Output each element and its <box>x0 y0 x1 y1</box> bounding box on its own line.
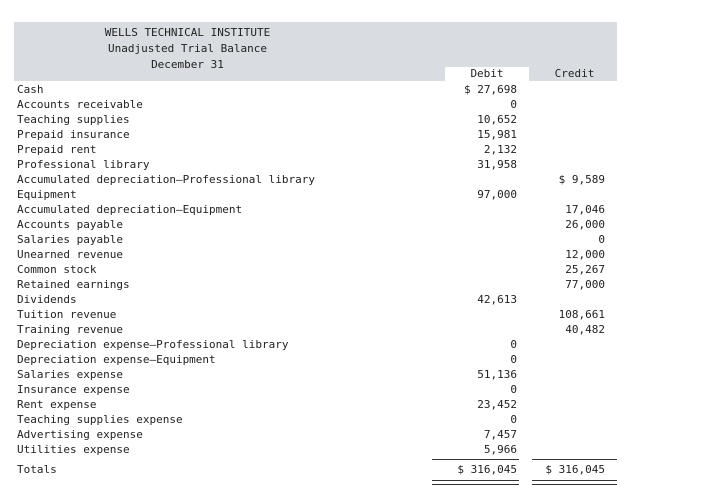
credit-header-label: Credit <box>554 67 595 80</box>
account-name: Advertising expense <box>17 428 143 441</box>
account-name: Depreciation expense—Equipment <box>17 353 216 366</box>
report-heading: WELLS TECHNICAL INSTITUTE Unadjusted Tri… <box>14 25 617 73</box>
credit-amount: 0 <box>598 233 605 246</box>
table-row: Teaching supplies 10,652 <box>14 112 617 127</box>
credit-column-header: Credit <box>532 67 617 81</box>
account-name: Unearned revenue <box>17 248 123 261</box>
table-row: Accounts payable 26,000 <box>14 217 617 232</box>
table-row: Dividends 42,613 <box>14 292 617 307</box>
table-row: Rent expense 23,452 <box>14 397 617 412</box>
account-name: Salaries payable <box>17 233 123 246</box>
account-name: Common stock <box>17 263 97 276</box>
account-name: Depreciation expense—Professional librar… <box>17 338 289 351</box>
account-name: Rent expense <box>17 398 97 411</box>
debit-amount: 7,457 <box>483 428 517 441</box>
account-name: Accumulated depreciation—Equipment <box>17 203 243 216</box>
credit-amount: $ 9,589 <box>558 173 605 186</box>
table-row: Insurance expense 0 <box>14 382 617 397</box>
credit-double-rule <box>532 480 617 485</box>
totals-row: Totals $ 316,045 $ 316,045 <box>14 459 617 481</box>
company-name: WELLS TECHNICAL INSTITUTE <box>104 26 271 39</box>
table-row: Training revenue 40,482 <box>14 322 617 337</box>
debit-amount: 0 <box>510 98 517 111</box>
account-name: Accumulated depreciation—Professional li… <box>17 173 316 186</box>
debit-amount: 0 <box>510 413 517 426</box>
debit-column-header: Debit <box>445 67 529 81</box>
debit-header-label: Debit <box>470 67 504 80</box>
table-row: Common stock 25,267 <box>14 262 617 277</box>
table-row: Prepaid rent 2,132 <box>14 142 617 157</box>
table-row: Salaries expense 51,136 <box>14 367 617 382</box>
debit-amount: 2,132 <box>483 143 517 156</box>
account-name: Prepaid rent <box>17 143 97 156</box>
account-name: Dividends <box>17 293 77 306</box>
table-row: Retained earnings 77,000 <box>14 277 617 292</box>
debit-amount: 10,652 <box>477 113 517 126</box>
account-name: Salaries expense <box>17 368 123 381</box>
account-name: Retained earnings <box>17 278 130 291</box>
account-name: Utilities expense <box>17 443 130 456</box>
report-date: December 31 <box>151 58 224 71</box>
debit-amount: 15,981 <box>477 128 517 141</box>
report-title: Unadjusted Trial Balance <box>108 42 267 55</box>
totals-debit: $ 316,045 <box>457 463 517 476</box>
totals-label: Totals <box>17 463 57 476</box>
account-name: Accounts payable <box>17 218 123 231</box>
credit-amount: 26,000 <box>565 218 605 231</box>
table-row: Accounts receivable 0 <box>14 97 617 112</box>
account-name: Prepaid insurance <box>17 128 130 141</box>
account-name: Training revenue <box>17 323 123 336</box>
table-row: Unearned revenue 12,000 <box>14 247 617 262</box>
debit-amount: 0 <box>510 383 517 396</box>
table-row: Prepaid insurance 15,981 <box>14 127 617 142</box>
table-row: Teaching supplies expense 0 <box>14 412 617 427</box>
account-name: Cash <box>17 83 44 96</box>
credit-amount: 25,267 <box>565 263 605 276</box>
credit-total-rule <box>532 459 617 460</box>
credit-header-band <box>532 22 617 81</box>
debit-amount: 23,452 <box>477 398 517 411</box>
table-row: Depreciation expense—Professional librar… <box>14 337 617 352</box>
table-row: Professional library 31,958 <box>14 157 617 172</box>
table-row: Depreciation expense—Equipment 0 <box>14 352 617 367</box>
credit-amount: 77,000 <box>565 278 605 291</box>
account-name: Accounts receivable <box>17 98 143 111</box>
table-row: Salaries payable 0 <box>14 232 617 247</box>
debit-double-rule <box>432 480 519 485</box>
table-row: Advertising expense 7,457 <box>14 427 617 442</box>
debit-amount: $ 27,698 <box>464 83 517 96</box>
totals-credit: $ 316,045 <box>545 463 605 476</box>
debit-amount: 31,958 <box>477 158 517 171</box>
account-name: Tuition revenue <box>17 308 117 321</box>
credit-amount: 17,046 <box>565 203 605 216</box>
debit-amount: 5,966 <box>483 443 517 456</box>
table-row: Utilities expense 5,966 <box>14 442 617 457</box>
debit-amount: 51,136 <box>477 368 517 381</box>
debit-total-rule <box>432 459 519 460</box>
credit-amount: 12,000 <box>565 248 605 261</box>
account-name: Professional library <box>17 158 150 171</box>
table-row: Equipment 97,000 <box>14 187 617 202</box>
debit-amount: 0 <box>510 353 517 366</box>
credit-amount: 40,482 <box>565 323 605 336</box>
debit-amount: 42,613 <box>477 293 517 306</box>
table-row: Accumulated depreciation—Equipment 17,046 <box>14 202 617 217</box>
credit-amount: 108,661 <box>558 308 605 321</box>
account-rows: Cash $ 27,698 Accounts receivable 0 Teaching… <box>14 82 617 457</box>
account-name: Teaching supplies expense <box>17 413 183 426</box>
debit-amount: 0 <box>510 338 517 351</box>
table-row: Tuition revenue 108,661 <box>14 307 617 322</box>
debit-amount: 97,000 <box>477 188 517 201</box>
table-row: Cash $ 27,698 <box>14 82 617 97</box>
account-name: Teaching supplies <box>17 113 130 126</box>
account-name: Insurance expense <box>17 383 130 396</box>
table-row: Accumulated depreciation—Professional li… <box>14 172 617 187</box>
account-name: Equipment <box>17 188 77 201</box>
